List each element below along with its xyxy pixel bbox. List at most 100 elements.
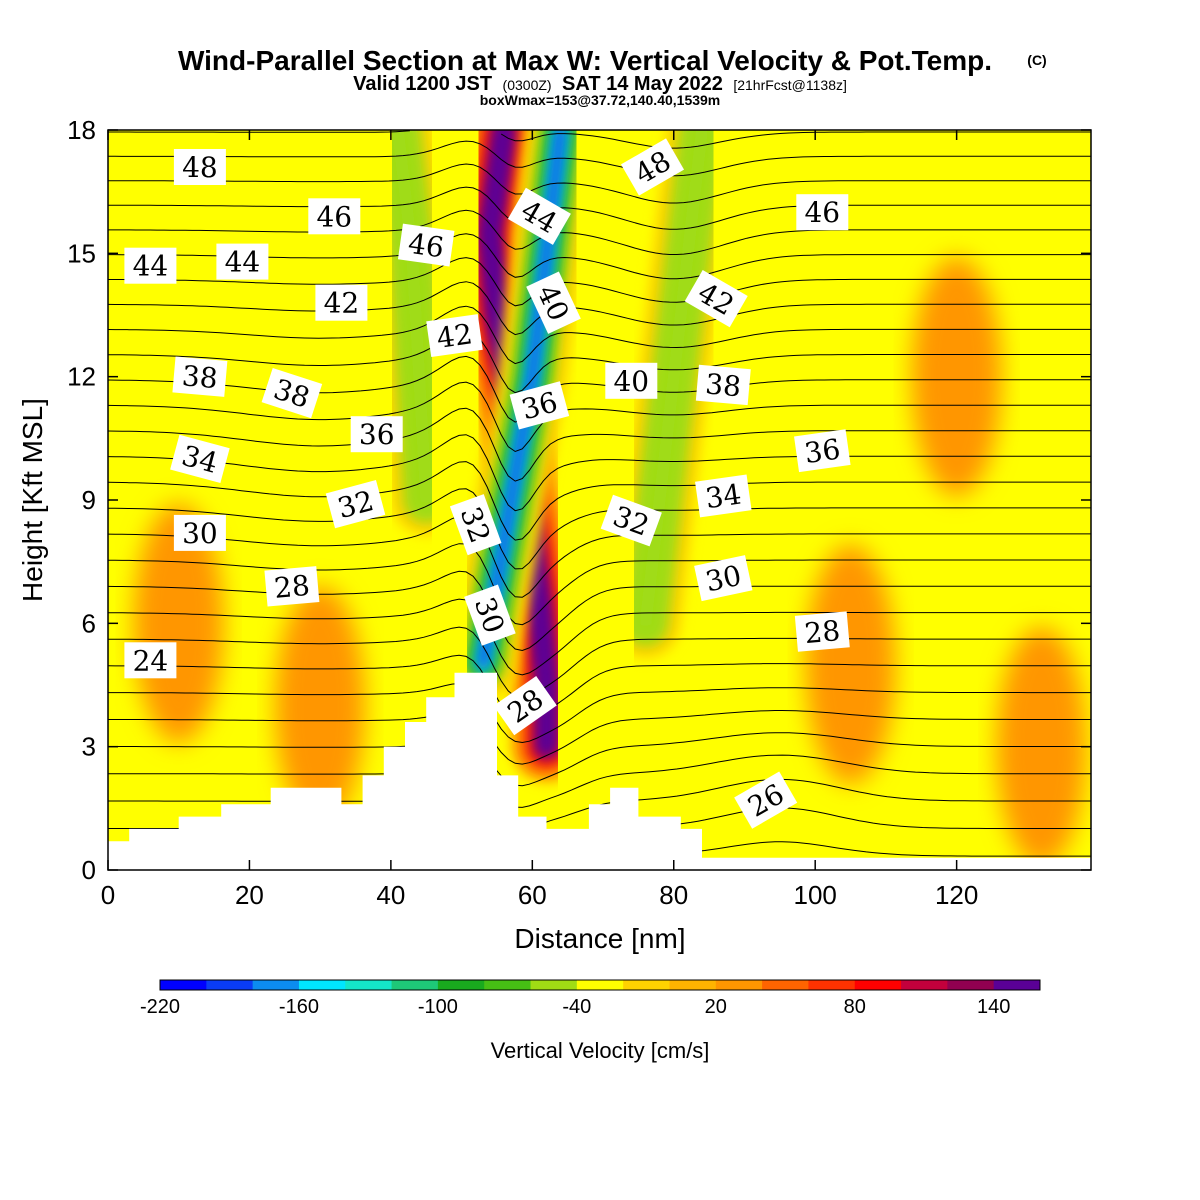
theta-contour	[108, 330, 1091, 394]
contour-label-box	[695, 474, 752, 518]
contour-label: 46	[397, 223, 455, 267]
contour-label: 34	[170, 434, 230, 484]
downdraft-lee-band	[642, 130, 705, 627]
theta-contour	[108, 654, 1091, 722]
potential-temperature-contours	[108, 130, 1091, 870]
contour-label-value: 28	[273, 569, 311, 605]
colorbar-swatch	[901, 980, 948, 990]
contour-label-box	[464, 584, 516, 646]
contour-label-box	[695, 364, 751, 406]
contour-label-value: 24	[133, 644, 169, 677]
weak-updraft-area	[275, 585, 366, 826]
theta-contour	[108, 281, 1091, 336]
contour-label-value: 42	[435, 317, 475, 355]
x-tick-label: 60	[518, 880, 547, 910]
contour-label-value: 46	[406, 227, 446, 265]
contour-label-box	[172, 356, 228, 397]
contour-label: 28	[794, 611, 850, 652]
colorbar-swatch	[437, 980, 485, 990]
weak-updraft-area	[911, 256, 1002, 497]
contour-label-value: 36	[359, 418, 395, 451]
contour-label: 40	[526, 271, 581, 334]
x-tick-label: 100	[793, 880, 836, 910]
contour-label: 42	[315, 284, 368, 321]
y-tick-label: 9	[82, 485, 96, 515]
contour-label-box	[325, 479, 386, 529]
theta-contour	[108, 754, 1091, 808]
colorbar-swatch	[484, 980, 532, 990]
contour-label-value: 28	[803, 614, 841, 650]
colorbar-swatch	[530, 980, 578, 990]
theta-contour	[108, 140, 1091, 177]
contour-label-box	[426, 314, 483, 358]
contour-label-box	[493, 675, 557, 736]
contour-label: 38	[695, 364, 751, 406]
valid-time-line: Valid 1200 JST (0300Z) SAT 14 May 2022 […	[353, 73, 847, 95]
contour-label-value: 44	[225, 246, 261, 279]
contour-label: 30	[464, 584, 516, 646]
contour-label-box	[620, 138, 685, 196]
x-tick-label: 0	[101, 880, 115, 910]
contour-label: 44	[216, 243, 269, 280]
colorbar-tick-label: 80	[844, 996, 866, 1018]
colorbar-swatch	[345, 980, 393, 990]
y-axis-label: Height [Kft MSL]	[17, 398, 48, 602]
theta-contour	[108, 407, 1091, 482]
colorbar-tick-label: -100	[418, 996, 458, 1018]
theta-contour	[108, 598, 1091, 676]
figure-titles: Wind-Parallel Section at Max W: Vertical…	[178, 45, 1047, 108]
colorbar-frame	[159, 979, 1041, 991]
contour-label: 30	[173, 514, 226, 551]
contour-label: 38	[172, 356, 228, 397]
valid-utc-time: (0300Z)	[503, 77, 552, 93]
contour-label-value: 46	[804, 196, 840, 229]
theta-contour	[108, 515, 1091, 598]
x-tick-label: 40	[376, 880, 405, 910]
colorbar-swatch	[206, 980, 254, 990]
contour-label-box	[526, 271, 581, 334]
contour-label: 36	[350, 416, 403, 453]
x-tick-label: 80	[659, 880, 688, 910]
theta-contour	[108, 233, 1091, 280]
contour-label-box	[397, 223, 455, 267]
contour-label-box	[509, 381, 570, 430]
x-tick-label: 120	[935, 880, 978, 910]
forecast-info: [21hrFcst@1138z]	[733, 77, 847, 93]
colorbar: -220 -160 -100 -40 20 80 140	[140, 979, 1041, 1018]
colorbar-swatch	[391, 980, 439, 990]
theta-contour	[108, 682, 1091, 744]
colorbar-tick-label: -220	[140, 996, 180, 1018]
contour-label-value: 30	[182, 517, 218, 550]
colorbar-swatch	[854, 980, 902, 990]
contour-label: 44	[124, 247, 177, 284]
contour-label: 46	[796, 194, 849, 231]
contour-label-box	[350, 416, 403, 453]
colorbar-tick-label: -40	[562, 996, 591, 1018]
contour-label: 24	[124, 642, 177, 679]
colorbar-tick-label: -160	[279, 996, 319, 1018]
contour-label-value: 48	[182, 151, 218, 184]
theta-contour	[108, 186, 1091, 230]
colorbar-swatch	[298, 980, 346, 990]
theta-contour	[108, 130, 1091, 149]
contour-label: 32	[325, 479, 386, 529]
y-tick-label: 15	[67, 238, 96, 268]
contour-label: 48	[173, 149, 226, 185]
y-tick-label: 6	[82, 608, 96, 638]
contour-label: 30	[694, 555, 753, 602]
colorbar-swatch	[993, 980, 1041, 990]
contour-label-box	[684, 270, 748, 328]
y-tick-label: 3	[82, 732, 96, 762]
contour-label: 28	[264, 566, 320, 607]
contour-label-value: 42	[324, 287, 360, 320]
contour-label-box	[170, 434, 230, 484]
downdraft-upstream-band	[394, 130, 430, 503]
contour-label-value: 38	[704, 367, 742, 403]
contour-label: 34	[695, 474, 752, 518]
colorbar-swatch	[669, 980, 717, 990]
contour-label-value: 46	[316, 200, 352, 233]
contour-label-box	[734, 771, 798, 829]
colorbar-tick-label: 140	[977, 996, 1010, 1018]
contour-label-box	[600, 494, 662, 547]
